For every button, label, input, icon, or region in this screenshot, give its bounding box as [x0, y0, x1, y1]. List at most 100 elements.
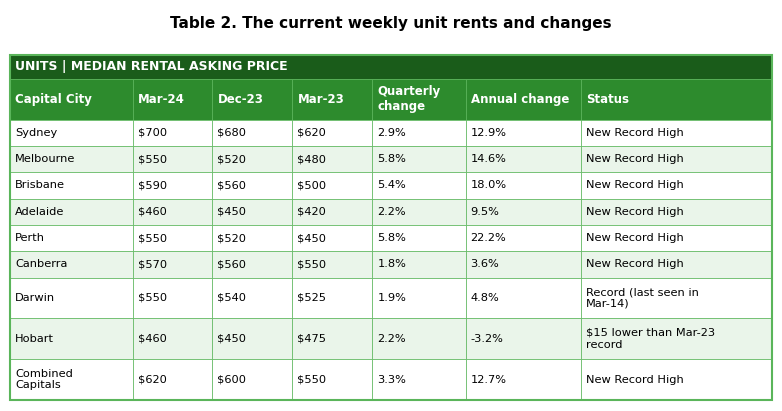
Text: $475: $475	[297, 334, 326, 344]
Text: $620: $620	[138, 374, 167, 385]
Text: $460: $460	[138, 207, 167, 217]
Text: $700: $700	[138, 128, 167, 138]
Bar	[133, 251, 213, 277]
Bar	[581, 146, 772, 172]
Bar	[213, 319, 292, 359]
Bar	[10, 120, 133, 146]
Text: $560: $560	[217, 180, 246, 190]
Bar	[133, 319, 213, 359]
Text: 12.7%: 12.7%	[471, 374, 507, 385]
Bar	[465, 277, 581, 319]
Text: 1.9%: 1.9%	[378, 293, 406, 303]
Bar	[10, 79, 133, 120]
Bar	[465, 199, 581, 225]
Bar	[465, 251, 581, 277]
Text: $420: $420	[297, 207, 326, 217]
Text: 5.8%: 5.8%	[378, 233, 406, 243]
Text: $550: $550	[138, 154, 167, 164]
Bar	[372, 225, 465, 251]
Text: Sydney: Sydney	[15, 128, 57, 138]
Bar	[372, 79, 465, 120]
Text: 2.9%: 2.9%	[378, 128, 406, 138]
Text: $680: $680	[217, 128, 246, 138]
Text: $550: $550	[138, 293, 167, 303]
Bar	[581, 225, 772, 251]
Text: $540: $540	[217, 293, 246, 303]
Bar	[10, 251, 133, 277]
Text: -3.2%: -3.2%	[471, 334, 504, 344]
Text: Perth: Perth	[15, 233, 45, 243]
Bar	[213, 120, 292, 146]
Bar	[133, 277, 213, 319]
Bar	[292, 146, 372, 172]
Text: Combined
Capitals: Combined Capitals	[15, 369, 73, 390]
Text: New Record High: New Record High	[586, 128, 683, 138]
Text: New Record High: New Record High	[586, 180, 683, 190]
Bar	[10, 319, 133, 359]
Text: 2.2%: 2.2%	[378, 207, 406, 217]
Bar	[581, 251, 772, 277]
Bar	[292, 79, 372, 120]
Bar	[213, 146, 292, 172]
Bar	[372, 277, 465, 319]
Bar	[465, 120, 581, 146]
Bar	[213, 251, 292, 277]
Bar	[133, 199, 213, 225]
Text: $570: $570	[138, 259, 167, 269]
Bar	[581, 199, 772, 225]
Text: Dec-23: Dec-23	[217, 92, 264, 106]
Bar	[213, 199, 292, 225]
Bar	[10, 55, 772, 79]
Text: Canberra: Canberra	[15, 259, 67, 269]
Text: UNITS | MEDIAN RENTAL ASKING PRICE: UNITS | MEDIAN RENTAL ASKING PRICE	[15, 60, 288, 73]
Text: $450: $450	[217, 207, 246, 217]
Bar	[133, 225, 213, 251]
Text: Table 2. The current weekly unit rents and changes: Table 2. The current weekly unit rents a…	[170, 16, 612, 31]
Text: $550: $550	[297, 259, 327, 269]
Bar	[465, 359, 581, 400]
Text: Status: Status	[586, 92, 629, 106]
Text: 5.4%: 5.4%	[378, 180, 406, 190]
Bar	[465, 172, 581, 199]
Text: $600: $600	[217, 374, 246, 385]
Text: Annual change: Annual change	[471, 92, 569, 106]
Bar	[10, 55, 772, 400]
Bar	[10, 146, 133, 172]
Text: 2.2%: 2.2%	[378, 334, 406, 344]
Text: Brisbane: Brisbane	[15, 180, 65, 190]
Text: $550: $550	[138, 233, 167, 243]
Text: Mar-23: Mar-23	[297, 92, 344, 106]
Text: 12.9%: 12.9%	[471, 128, 507, 138]
Text: Mar-24: Mar-24	[138, 92, 185, 106]
Bar	[581, 359, 772, 400]
Text: New Record High: New Record High	[586, 207, 683, 217]
Bar	[372, 319, 465, 359]
Text: $500: $500	[297, 180, 327, 190]
Text: New Record High: New Record High	[586, 154, 683, 164]
Text: New Record High: New Record High	[586, 374, 683, 385]
Bar	[581, 319, 772, 359]
Bar	[372, 120, 465, 146]
Bar	[465, 319, 581, 359]
Bar	[372, 359, 465, 400]
Text: $620: $620	[297, 128, 326, 138]
Bar	[581, 120, 772, 146]
Text: $450: $450	[217, 334, 246, 344]
Bar	[292, 277, 372, 319]
Text: $590: $590	[138, 180, 167, 190]
Text: $525: $525	[297, 293, 326, 303]
Text: $560: $560	[217, 259, 246, 269]
Bar	[372, 199, 465, 225]
Bar	[133, 79, 213, 120]
Text: 14.6%: 14.6%	[471, 154, 507, 164]
Text: $450: $450	[297, 233, 326, 243]
Text: Melbourne: Melbourne	[15, 154, 75, 164]
Bar	[213, 79, 292, 120]
Text: 18.0%: 18.0%	[471, 180, 507, 190]
Bar	[133, 146, 213, 172]
Bar	[133, 172, 213, 199]
Bar	[372, 251, 465, 277]
Text: Capital City: Capital City	[15, 92, 91, 106]
Bar	[581, 172, 772, 199]
Bar	[10, 199, 133, 225]
